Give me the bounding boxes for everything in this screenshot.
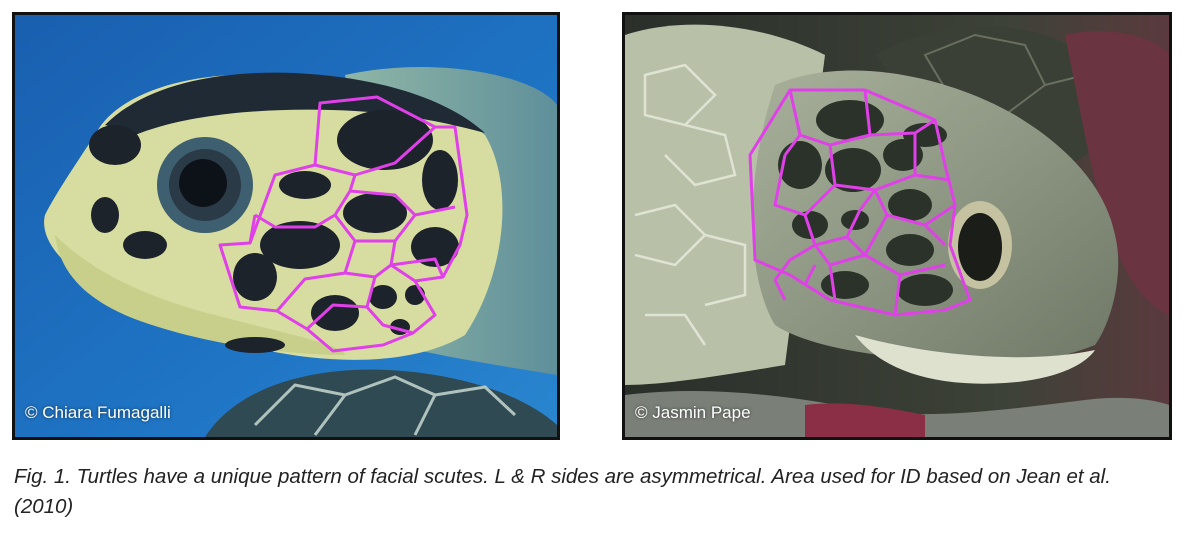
hawksbill-turtle-illustration	[15, 15, 557, 437]
green-turtle-illustration	[625, 15, 1169, 437]
figure-caption: Fig. 1. Turtles have a unique pattern of…	[14, 465, 1111, 518]
right-photo-credit: © Jasmin Pape	[635, 403, 751, 422]
left-photo-credit: © Chiara Fumagalli	[25, 403, 171, 422]
left-turtle-photo: © Chiara Fumagalli	[12, 12, 560, 440]
right-turtle-photo: © Jasmin Pape	[622, 12, 1172, 440]
